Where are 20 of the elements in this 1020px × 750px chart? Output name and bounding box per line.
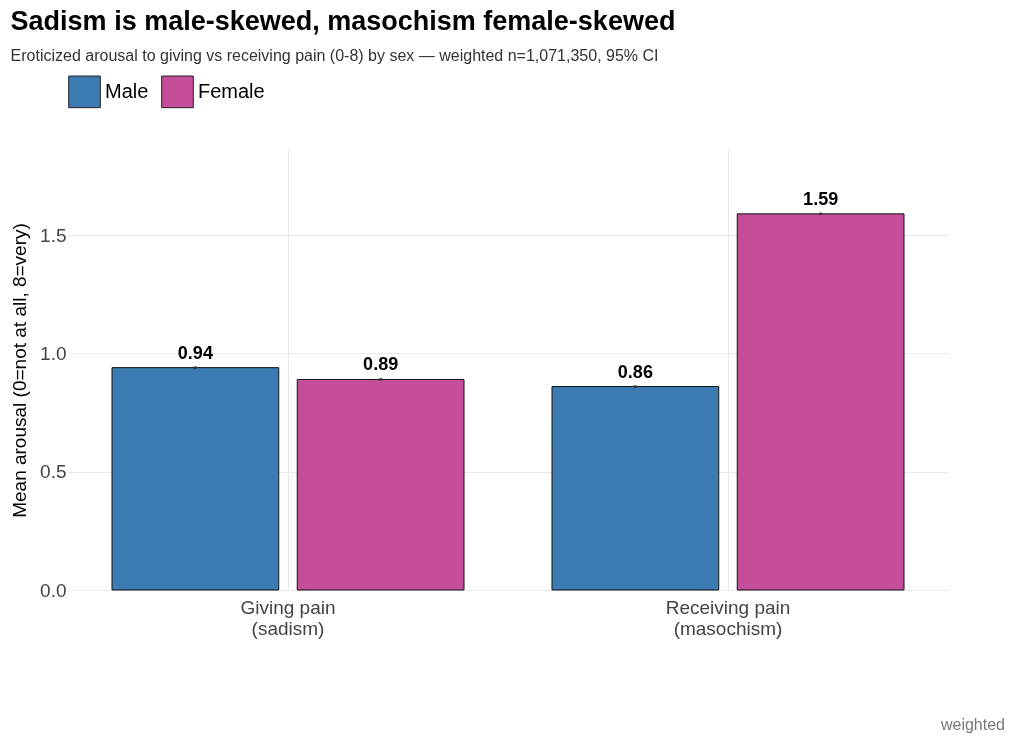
legend-label: Female xyxy=(198,79,265,102)
x-tick-label: Giving pain (sadism) xyxy=(240,596,336,639)
bar xyxy=(736,213,905,591)
bar xyxy=(551,386,720,591)
data-label: 1.59 xyxy=(803,188,839,209)
text: weighted xyxy=(939,716,1005,734)
bar xyxy=(296,378,465,591)
x-tick-label: Receiving pain (masochism) xyxy=(665,596,791,639)
y-tick-label: 1.0 xyxy=(40,342,67,364)
y-tick-label: 0.0 xyxy=(40,579,67,601)
data-label: 0.94 xyxy=(177,342,213,363)
bar xyxy=(111,367,280,591)
chart-title: Sadism is male-skewed, masochism female-skewed xyxy=(10,6,676,36)
data-label: 0.89 xyxy=(363,354,399,375)
y-tick-label: 1.5 xyxy=(40,224,67,246)
y-tick-label: 0.5 xyxy=(40,461,67,483)
data-label: 0.86 xyxy=(617,361,653,382)
y-axis-title: Mean arousal (0=not at all, 8=very) xyxy=(9,223,31,518)
chart-subtitle: Eroticized arousal to giving vs receiving pain (0-8) by sex — weighted n=1,071,350, 95% CI xyxy=(10,47,659,64)
legend-label: Male xyxy=(105,79,149,102)
